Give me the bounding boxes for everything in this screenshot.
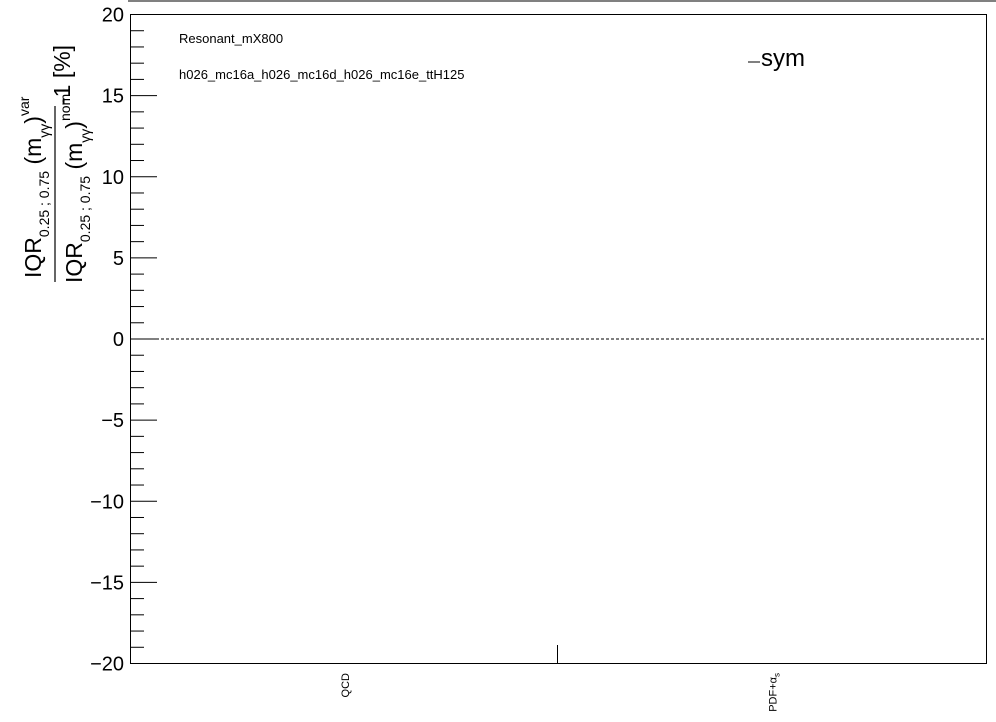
ylabel-den-sup: nom bbox=[57, 94, 73, 121]
y-axis-tick-labels: 20 15 10 5 0 −5 −10 −15 −20 bbox=[90, 5, 124, 676]
y-tick-label: 15 bbox=[102, 86, 124, 108]
x-category-label: PDF+αs bbox=[767, 673, 781, 712]
ylabel-den-sub: 0.25 ; 0.75 bbox=[77, 176, 93, 242]
ylabel-den-iqr: IQR bbox=[61, 242, 87, 283]
annotation-sample: Resonant_mX800 bbox=[179, 31, 283, 46]
y-tick-label: −15 bbox=[90, 572, 124, 594]
legend-label: sym bbox=[761, 45, 805, 72]
ylabel-num-sup: var bbox=[16, 96, 32, 116]
plot-frame bbox=[130, 14, 987, 664]
ylabel-num-mass-sub: γγ bbox=[36, 124, 52, 138]
x-category-label: QCD bbox=[340, 673, 352, 698]
y-axis-label: IQR0.25 ; 0.75 (mγγ)var IQR0.25 ; 0.75 (… bbox=[16, 45, 93, 283]
svg-text:IQR0.25 ; 0.75 (mγγ)var: IQR0.25 ; 0.75 (mγγ)var bbox=[16, 96, 52, 278]
ylabel-suffix: -1 [%] bbox=[49, 45, 75, 105]
svg-text:IQR0.25 ; 0.75 (mγγ)nom: IQR0.25 ; 0.75 (mγγ)nom bbox=[57, 94, 93, 283]
y-tick-label: −10 bbox=[90, 491, 124, 513]
ylabel-num-iqr: IQR bbox=[20, 237, 46, 278]
ylabel-num-sub: 0.25 ; 0.75 bbox=[36, 171, 52, 237]
annotation-dataset: h026_mc16a_h026_mc16d_h026_mc16e_ttH125 bbox=[179, 67, 465, 82]
y-tick-label: 0 bbox=[113, 329, 124, 351]
y-tick-label: −20 bbox=[90, 654, 124, 676]
y-tick-label: −5 bbox=[101, 410, 124, 432]
y-tick-label: 10 bbox=[102, 167, 124, 189]
y-tick-label: 5 bbox=[113, 248, 124, 270]
x-axis-category-labels: QCD PDF+αs bbox=[340, 673, 782, 712]
y-tick-label: 20 bbox=[102, 5, 124, 27]
ylabel-den-mass-sub: γγ bbox=[77, 129, 93, 143]
